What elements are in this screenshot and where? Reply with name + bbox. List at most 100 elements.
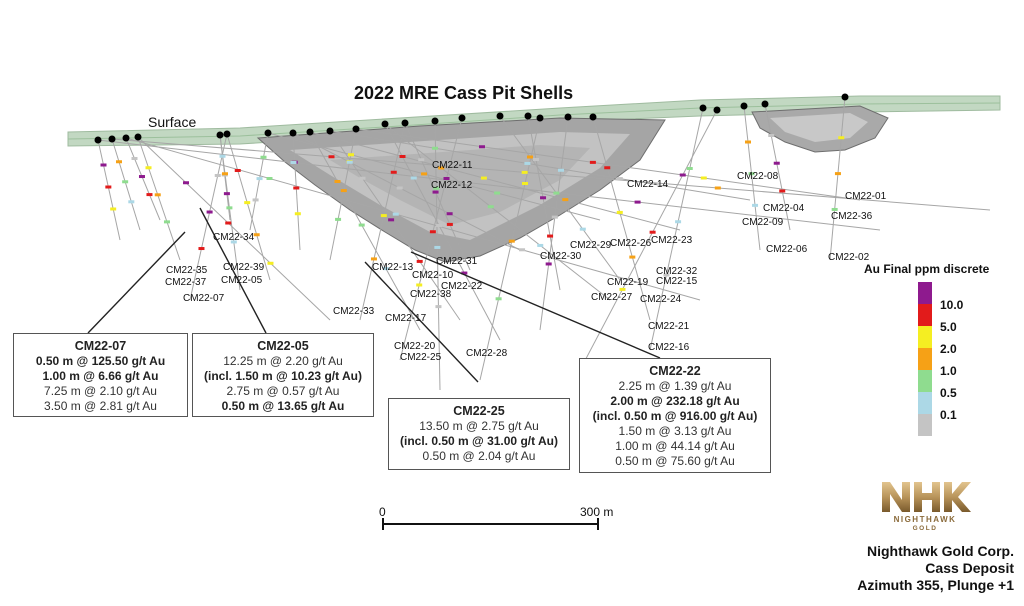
callout-line: 1.50 m @ 3.13 g/t Au: [618, 424, 732, 438]
drill-trace: [137, 136, 331, 321]
callout-cm22-05: CM22-05 12.25 m @ 2.20 g/t Au (incl. 1.5…: [192, 333, 374, 417]
drill-hole-label: CM22-36: [831, 211, 873, 222]
intercept-tick: [714, 186, 721, 190]
drill-hole-label: CM22-05: [221, 275, 263, 286]
collar-dot: [841, 93, 849, 101]
intercept-tick: [340, 189, 347, 193]
drill-hole-label: CM22-26: [610, 238, 652, 249]
drill-hole-label: CM22-10: [412, 270, 454, 281]
callout-line: (incl. 0.50 m @ 916.00 g/t Au): [592, 409, 758, 423]
drill-hole-label: CM22-17: [385, 313, 427, 324]
intercept-tick: [679, 173, 686, 177]
intercept-tick: [105, 185, 112, 189]
intercept-tick: [745, 140, 751, 144]
nighthawk-logo: NIGHTHAWK GOLD: [876, 476, 974, 532]
logo-subtext: GOLD: [913, 525, 938, 532]
callout-line: 3.50 m @ 2.81 g/t Au: [44, 399, 157, 413]
intercept-tick: [429, 230, 436, 234]
intercept-tick: [416, 259, 423, 263]
intercept-tick: [508, 239, 515, 243]
callout-line: 12.25 m @ 2.20 g/t Au: [223, 354, 343, 368]
drill-trace: [292, 132, 521, 251]
callout-title: CM22-07: [74, 339, 127, 353]
drill-hole-label: CM22-19: [607, 277, 649, 288]
intercept-tick: [230, 240, 237, 244]
collar-dot: [216, 131, 224, 139]
callout-title: CM22-05: [257, 339, 309, 353]
collar-dot: [524, 112, 532, 120]
intercept-tick: [446, 222, 453, 226]
intercept-tick: [495, 297, 502, 301]
drill-hole-label: CM22-27: [591, 292, 633, 303]
intercept-tick: [410, 176, 417, 180]
drill-hole-label: CM22-13: [372, 262, 414, 273]
intercept-tick: [537, 243, 544, 247]
intercept-tick: [222, 172, 228, 176]
intercept-tick: [838, 136, 845, 140]
intercept-tick: [421, 172, 428, 176]
intercept-tick: [540, 196, 547, 200]
drill-hole-label: CM22-29: [570, 240, 612, 251]
intercept-tick: [138, 175, 145, 179]
callout-line: 13.50 m @ 2.75 g/t Au: [419, 419, 539, 433]
drill-hole-label: CM22-32: [656, 266, 698, 277]
corporate-block: Nighthawk Gold Corp. Cass Deposit Azimut…: [857, 543, 1014, 594]
intercept-tick: [834, 172, 841, 176]
drill-hole-label: CM22-02: [828, 252, 870, 263]
intercept-tick: [634, 200, 641, 204]
intercept-tick: [390, 170, 397, 174]
intercept-tick: [562, 198, 569, 202]
intercept-tick: [110, 207, 117, 211]
intercept-tick: [527, 155, 533, 159]
collar-dot: [589, 113, 597, 121]
drill-trace: [829, 96, 846, 261]
drill-trace: [125, 137, 701, 301]
callout-cm22-22: CM22-22 2.25 m @ 1.39 g/t Au 2.00 m @ 23…: [579, 358, 771, 473]
intercept-tick: [752, 203, 759, 207]
intercept-tick: [267, 261, 274, 265]
collar-dot: [306, 128, 314, 136]
intercept-tick: [348, 153, 354, 157]
drill-hole-label: CM22-01: [845, 191, 887, 202]
collar-dot: [122, 134, 130, 142]
drill-hole-label: CM22-06: [766, 244, 808, 255]
drill-trace: [219, 134, 241, 291]
collar-dot: [289, 129, 297, 137]
drill-trace: [292, 132, 301, 251]
drill-hole-label: CM22-20: [394, 341, 436, 352]
intercept-tick: [382, 267, 389, 271]
intercept-tick: [399, 155, 406, 158]
drill-trace: [97, 139, 881, 231]
intercept-tick: [225, 221, 232, 225]
legend-label: 2.0: [940, 342, 957, 356]
callout-cm22-07: CM22-07 0.50 m @ 125.50 g/t Au 1.00 m @ …: [13, 333, 188, 417]
callout-cm22-25: CM22-25 13.50 m @ 2.75 g/t Au (incl. 0.5…: [388, 398, 570, 470]
intercept-tick: [432, 190, 439, 194]
callout-line: 1.00 m @ 6.66 g/t Au: [42, 369, 159, 383]
intercept-tick: [214, 174, 221, 177]
surface-label: Surface: [148, 114, 197, 130]
drill-trace: [479, 117, 541, 381]
drill-trace: [539, 116, 569, 331]
intercept-tick: [522, 182, 528, 185]
intercept-tick: [487, 205, 494, 209]
drill-trace: [97, 139, 121, 241]
legend-label: 0.5: [940, 386, 957, 400]
drill-trace: [329, 128, 357, 261]
callout-line: (incl. 0.50 m @ 31.00 g/t Au): [400, 434, 558, 448]
intercept-tick: [359, 176, 366, 180]
legend-swatch: [918, 282, 932, 304]
collar-dot: [699, 104, 707, 112]
intercept-tick: [435, 305, 442, 309]
callout-line: 1.00 m @ 44.14 g/t Au: [615, 439, 735, 453]
intercept-tick: [443, 177, 450, 180]
intercept-tick: [480, 176, 487, 180]
intercept-tick: [328, 155, 335, 159]
nhk-logo-mark-icon: NIGHTHAWK GOLD: [882, 482, 971, 532]
intercept-tick: [183, 181, 189, 185]
drill-hole-label: CM22-28: [466, 348, 508, 359]
collar-dot: [94, 136, 102, 144]
collar-dot: [458, 114, 466, 122]
drill-hole-label: CM22-35: [166, 265, 208, 276]
